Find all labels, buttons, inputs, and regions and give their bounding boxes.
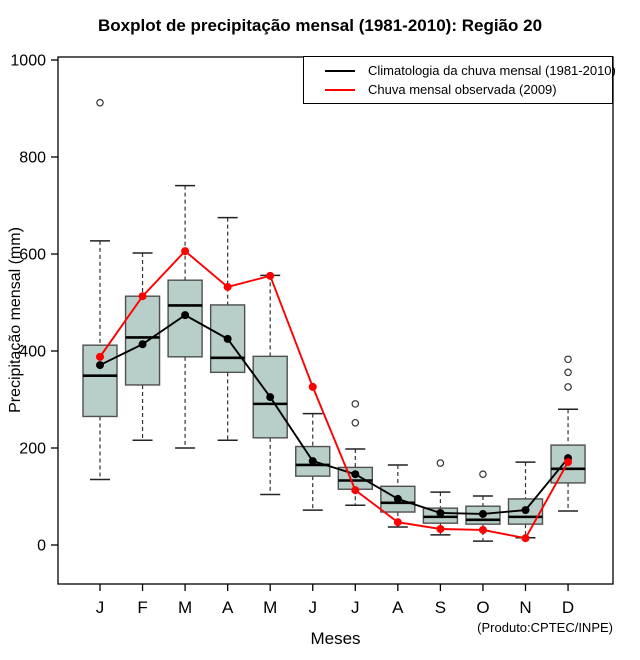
climatology-point: [351, 470, 360, 479]
y-tick-label: 200: [19, 441, 46, 458]
outlier-point: [96, 98, 104, 107]
observed-point: [393, 518, 402, 527]
observed-line: [99, 249, 569, 540]
x-tick-label: J: [96, 598, 105, 617]
legend-item-climatology: Climatologia da chuva mensal (1981-2010): [304, 63, 616, 78]
outlier-point: [564, 368, 572, 377]
climatology-line-swatch: [325, 69, 355, 72]
x-tick-label: J: [351, 598, 360, 617]
climatology-point: [223, 334, 232, 343]
observed-point: [521, 534, 530, 543]
y-tick-label: 1000: [10, 53, 46, 70]
outlier-point: [351, 418, 360, 427]
x-tick-label: M: [263, 598, 277, 617]
observed-line-swatch: [325, 88, 355, 91]
x-tick-label: S: [435, 598, 446, 617]
climatology-point: [478, 509, 487, 518]
observed-point: [308, 382, 317, 391]
x-tick-label: A: [222, 598, 234, 617]
observed-point: [351, 486, 360, 495]
observed-point: [181, 247, 190, 256]
y-tick-label: 400: [19, 344, 46, 361]
observed-point: [564, 458, 573, 467]
product-note: (Produto:CPTEC/INPE): [477, 620, 613, 635]
outlier-point: [479, 470, 487, 478]
climatology-point: [308, 457, 317, 466]
box: [209, 304, 246, 374]
outlier-point: [564, 355, 572, 364]
x-tick-label: M: [178, 598, 192, 617]
y-tick-label: 600: [19, 247, 46, 264]
y-tick-label: 0: [37, 538, 46, 555]
observed-point: [96, 352, 104, 361]
climatology-point: [96, 361, 104, 370]
climatology-point: [181, 311, 190, 320]
climatology-point: [521, 506, 530, 515]
x-tick-label: F: [137, 598, 147, 617]
x-tick-label: N: [519, 598, 531, 617]
observed-point: [436, 524, 445, 533]
observed-point: [138, 292, 147, 301]
outlier-point: [436, 459, 445, 467]
climatology-point: [436, 508, 445, 517]
chart-title: Boxplot de precipitação mensal (1981-201…: [97, 16, 543, 35]
observed-point: [478, 525, 487, 534]
legend-label-climatology: Climatologia da chuva mensal (1981-2010): [368, 63, 616, 78]
climatology-point: [266, 393, 275, 402]
climatology-point: [138, 340, 147, 349]
outlier-point: [351, 400, 360, 408]
legend: Climatologia da chuva mensal (1981-2010)…: [303, 56, 616, 104]
x-tick-label: A: [392, 598, 404, 617]
x-tick-label: D: [562, 598, 574, 617]
x-tick-label: O: [476, 598, 489, 617]
legend-item-observed: Chuva mensal observada (2009): [304, 82, 612, 97]
climatology-point: [393, 494, 402, 503]
x-tick-label: J: [309, 598, 318, 617]
y-tick-label: 800: [19, 150, 46, 167]
x-axis-label: Meses: [310, 629, 361, 648]
climatology-line: [99, 313, 569, 515]
legend-label-observed: Chuva mensal observada (2009): [368, 82, 557, 97]
outlier-point: [564, 383, 572, 391]
observed-point: [223, 282, 232, 291]
observed-point: [266, 271, 275, 280]
